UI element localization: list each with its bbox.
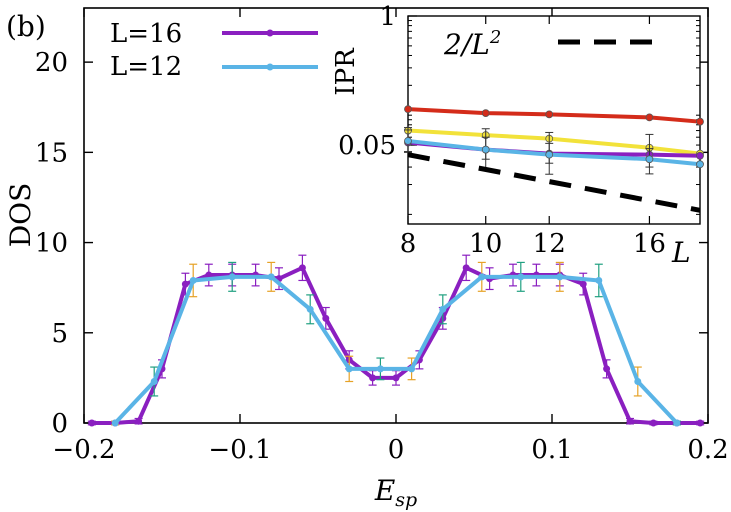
x-tick-label: 0.1 xyxy=(531,435,572,465)
data-point xyxy=(462,264,470,272)
data-point xyxy=(111,419,119,427)
inset-data-point xyxy=(645,113,654,122)
y-tick-label: 5 xyxy=(51,319,68,349)
y-tick-label: 0 xyxy=(51,409,68,439)
inset-data-point xyxy=(696,117,704,126)
data-point xyxy=(696,419,704,427)
inset-y-tick-label: 1 xyxy=(379,2,396,32)
data-point xyxy=(673,419,681,427)
data-point xyxy=(345,365,353,373)
data-point xyxy=(626,417,634,425)
legend-marker-l12 xyxy=(266,63,274,71)
main-axis-ticks: −0.2 −0.1 0 0.1 0.2 0 5 10 15 20 xyxy=(35,8,729,465)
inset-dashed-reference-line xyxy=(407,152,701,213)
inset-data-point xyxy=(481,109,490,117)
main-legend: L=16 L=12 xyxy=(110,19,318,82)
inset-series-group xyxy=(404,105,704,213)
inset-x-tick-label: 12 xyxy=(533,229,566,259)
data-point xyxy=(205,271,213,279)
data-point xyxy=(517,273,525,281)
legend-label-l16: L=16 xyxy=(110,19,182,49)
panel-label: (b) xyxy=(6,10,46,43)
data-point xyxy=(189,276,197,284)
data-point xyxy=(595,276,603,284)
inset-data-point xyxy=(696,151,704,160)
data-point xyxy=(369,374,377,382)
data-point xyxy=(603,365,611,373)
inset-x-tick-label: 8 xyxy=(400,229,417,259)
data-point xyxy=(579,280,587,288)
inset-data-point xyxy=(696,160,704,169)
main-series-group xyxy=(87,254,705,427)
x-tick-label: 0.2 xyxy=(687,435,728,465)
data-point xyxy=(88,419,96,427)
data-point xyxy=(228,273,236,281)
legend-label-l12: L=12 xyxy=(110,52,182,82)
data-point xyxy=(150,378,158,385)
x-tick-label: −0.2 xyxy=(52,435,115,465)
data-point xyxy=(306,305,314,313)
series-line-1 xyxy=(113,274,679,425)
data-point xyxy=(135,417,143,425)
main-x-axis-label: Esp xyxy=(374,474,417,511)
data-point xyxy=(298,264,306,272)
data-point xyxy=(478,273,486,281)
inset-x-axis-label: L xyxy=(671,236,691,269)
data-point xyxy=(634,378,642,385)
inset-data-point xyxy=(404,105,412,114)
data-point xyxy=(181,280,189,288)
inset-axis-ticks: 8 10 12 16 0.05 1 xyxy=(338,2,700,259)
data-point xyxy=(649,419,657,427)
data-point xyxy=(376,365,384,373)
inset-legend-label: 2/L2 xyxy=(443,27,501,61)
data-point xyxy=(392,374,400,382)
y-tick-label: 10 xyxy=(35,229,68,259)
x-tick-label: −0.1 xyxy=(208,435,271,465)
inset-data-point xyxy=(545,110,554,119)
inset-data-point xyxy=(481,145,490,154)
inset-data-point xyxy=(645,155,654,164)
inset-y-tick-label: 0.05 xyxy=(338,131,396,161)
x-tick-label: 0 xyxy=(388,435,405,465)
data-point xyxy=(267,273,275,281)
series-line-0 xyxy=(91,265,701,425)
inset-x-tick-label: 10 xyxy=(469,229,502,259)
inset-legend: 2/L2 xyxy=(443,27,656,61)
inset-x-tick-label: 16 xyxy=(633,229,666,259)
data-point xyxy=(439,305,447,313)
data-point xyxy=(322,314,330,322)
legend-marker-l16 xyxy=(266,29,274,37)
main-y-axis-label: DOS xyxy=(4,183,37,248)
y-tick-label: 20 xyxy=(35,48,68,78)
data-point xyxy=(556,273,564,281)
y-tick-label: 15 xyxy=(35,138,68,168)
data-point xyxy=(408,365,416,373)
inset-y-axis-label: IPR xyxy=(331,47,361,96)
inset-data-point xyxy=(404,137,412,145)
inset-data-point xyxy=(545,150,554,159)
